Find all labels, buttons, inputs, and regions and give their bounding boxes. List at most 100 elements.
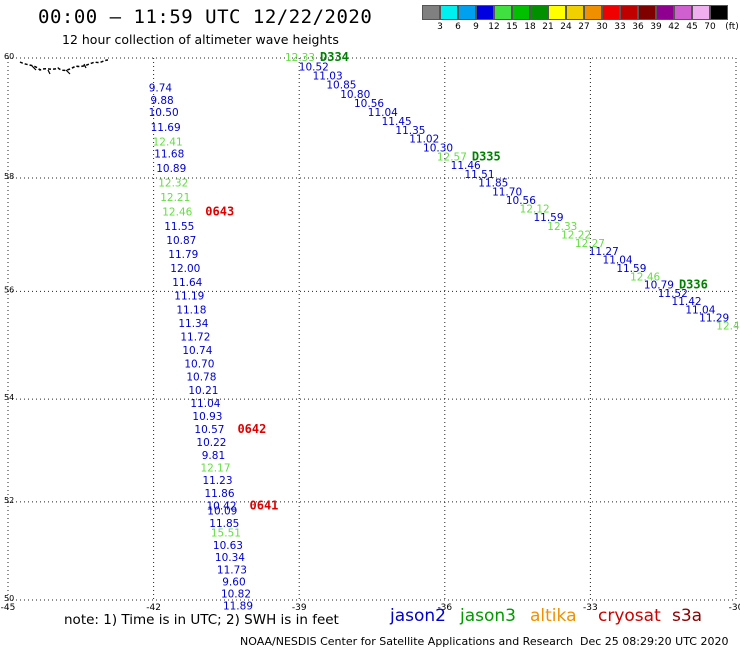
swh-value-label: 11.29 [699, 313, 729, 325]
legend-item-jason2: jason2 [390, 606, 446, 626]
latitude-tick-label: 54 [4, 393, 14, 402]
color-scale-tick: 27 [578, 22, 590, 32]
color-scale-tick: 12 [488, 22, 500, 32]
latitude-tick-label: 60 [4, 52, 14, 61]
color-scale-tick: 15 [506, 22, 518, 32]
latitude-tick-label: 52 [4, 496, 14, 505]
swh-value-label: 10.80 [340, 89, 370, 101]
color-scale-swatch [710, 5, 728, 20]
swh-value-label: 12.4 [716, 321, 740, 333]
color-scale-legend: 3 6 9 12 15 18 21 24 27 30 33 36 39 42 45 70 (ft) [422, 5, 739, 35]
swh-value-label: 10.74 [182, 345, 212, 357]
swh-value-label: 10.34 [215, 552, 245, 564]
swh-value-label: 11.64 [172, 277, 202, 289]
color-scale-swatch [692, 5, 710, 20]
units-note: note: 1) Time is in UTC; 2) SWH is in fe… [64, 612, 339, 628]
swh-value-label: 11.85 [478, 178, 508, 190]
swh-value-label: 10.56 [506, 195, 536, 207]
swh-value-label: 12.00 [170, 263, 200, 275]
swh-value-label: 11.19 [174, 291, 204, 303]
pass-time-label: 0641 [250, 498, 279, 512]
color-scale-swatch [674, 5, 692, 20]
color-scale-tick: 9 [473, 22, 479, 32]
latitude-tick-label: 58 [4, 172, 14, 181]
latitude-tick-label: 56 [4, 285, 14, 294]
swh-value-label: 10.56 [354, 98, 384, 110]
color-scale-tick: 33 [614, 22, 626, 32]
color-scale-swatch [458, 5, 476, 20]
color-scale-tick: 6 [455, 22, 461, 32]
swh-value-label: 10.70 [184, 358, 214, 370]
generated-timestamp: Dec 25 08:29:20 UTC 2020 [580, 635, 729, 648]
latitude-tick-label: 50 [4, 594, 14, 603]
swh-value-label: 10.79 [644, 280, 674, 292]
swh-value-label: 11.73 [217, 564, 247, 576]
swh-value-label: 12.27 [575, 238, 605, 250]
page-title: 00:00 — 11:59 UTC 12/22/2020 [38, 6, 373, 28]
swh-value-label: 11.35 [395, 125, 425, 137]
swh-value-label: 10.50 [149, 107, 179, 119]
swh-value-label: 10.89 [156, 163, 186, 175]
swh-value-label: 11.85 [209, 518, 239, 530]
swh-value-label: 11.18 [176, 304, 206, 316]
swh-value-label: 11.89 [223, 601, 253, 610]
color-scale-swatch [422, 5, 440, 20]
swh-value-label: 11.03 [313, 71, 343, 83]
legend-item-jason3: jason3 [460, 606, 516, 626]
color-scale-swatch [620, 5, 638, 20]
color-scale-swatch [476, 5, 494, 20]
swh-value-label: 11.72 [180, 332, 210, 344]
longitude-tick-label: -42 [146, 603, 161, 610]
swh-value-label: 12.57 [437, 151, 467, 163]
swh-value-label: 10.78 [186, 372, 216, 384]
longitude-tick-label: -45 [1, 603, 16, 610]
swh-value-label: 12.33 [285, 52, 315, 64]
axis-labels: -45 -42 -39 -36 -33 -30 60 58 56 54 52 50 [1, 52, 740, 610]
swh-value-label: 11.55 [164, 221, 194, 233]
swh-value-label: 11.45 [382, 116, 412, 128]
legend-item-s3a: s3a [672, 606, 703, 626]
swh-value-label: 10.21 [188, 385, 218, 397]
credit-text: NOAA/NESDIS Center for Satellite Applica… [240, 635, 574, 648]
pass-time-label: D334 [320, 50, 349, 64]
longitude-tick-label: -36 [437, 603, 452, 610]
color-scale-tick: 36 [632, 22, 644, 32]
greenland-coast-fragment [31, 63, 87, 75]
swh-value-label: 11.34 [178, 318, 208, 330]
swh-value-label: 11.59 [533, 212, 563, 224]
coastline [19, 59, 109, 75]
swh-value-label: 11.27 [589, 246, 619, 258]
swh-value-label: 9.81 [202, 450, 225, 462]
swh-value-label: 11.51 [464, 169, 494, 181]
swh-value-label: 12.22 [561, 229, 591, 241]
color-scale-tick: 18 [524, 22, 536, 32]
swh-value-label: 12.32 [158, 178, 188, 190]
greenland-coast-fragment [19, 59, 109, 72]
color-scale-swatch [440, 5, 458, 20]
swh-value-label: 11.04 [368, 107, 398, 119]
swh-value-label: 10.09 [207, 505, 237, 517]
color-scale-swatch [494, 5, 512, 20]
swh-value-label: 11.69 [151, 122, 181, 134]
swh-value-label: 10.93 [192, 411, 222, 423]
swh-value-label: 11.86 [204, 488, 234, 500]
color-scale-swatch [530, 5, 548, 20]
color-scale-swatch [602, 5, 620, 20]
swh-value-label: 12.46 [630, 271, 660, 283]
swh-value-label: 11.42 [672, 296, 702, 308]
graticule [7, 57, 737, 601]
swh-value-label: 15.51 [211, 528, 241, 540]
swh-value-label: 11.68 [154, 148, 184, 160]
color-scale-swatch [584, 5, 602, 20]
swh-value-label: 10.52 [299, 61, 329, 73]
swh-value-label: 11.04 [603, 255, 633, 267]
swh-value-label: 11.70 [492, 186, 522, 198]
pass-time-label: D335 [472, 149, 501, 163]
color-scale-tick: 21 [542, 22, 554, 32]
swh-value-label: 12.33 [547, 221, 577, 233]
longitude-tick-label: -30 [729, 603, 740, 610]
swh-value-label: 10.42 [206, 500, 236, 512]
swh-value-label: 12.21 [160, 192, 190, 204]
